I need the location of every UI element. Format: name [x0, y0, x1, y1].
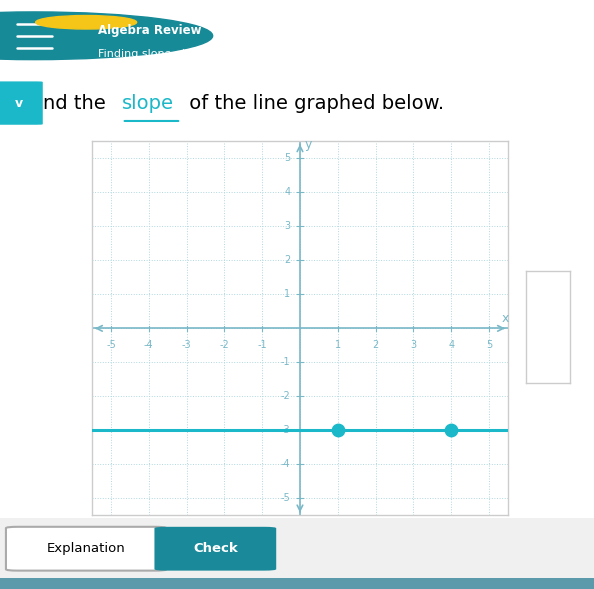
Text: 1: 1: [285, 289, 290, 299]
Text: -4: -4: [144, 340, 154, 350]
Text: v: v: [14, 97, 23, 110]
Text: x: x: [501, 312, 508, 325]
FancyBboxPatch shape: [154, 527, 276, 571]
Text: 1: 1: [334, 340, 341, 350]
Text: slope: slope: [122, 94, 174, 112]
FancyBboxPatch shape: [6, 527, 166, 571]
Text: 2: 2: [372, 340, 379, 350]
Text: -5: -5: [106, 340, 116, 350]
Text: Algebra Review: Algebra Review: [98, 24, 201, 37]
Text: -3: -3: [182, 340, 191, 350]
Text: -1: -1: [257, 340, 267, 350]
Text: 5: 5: [486, 340, 492, 350]
Text: -2: -2: [220, 340, 229, 350]
Text: 4: 4: [448, 340, 454, 350]
Text: of the line graphed below.: of the line graphed below.: [183, 94, 444, 112]
Text: Finding slope given the graph of a line on a grid: Finding slope given the graph of a line …: [98, 49, 365, 59]
Text: -2: -2: [281, 391, 290, 401]
FancyBboxPatch shape: [0, 81, 43, 125]
FancyBboxPatch shape: [0, 578, 594, 589]
Circle shape: [36, 15, 137, 29]
Text: nd the: nd the: [43, 94, 112, 112]
Text: 3: 3: [285, 221, 290, 231]
Point: [447, 426, 456, 435]
Text: 4: 4: [285, 187, 290, 197]
Text: -4: -4: [281, 459, 290, 469]
Text: 5: 5: [285, 153, 290, 163]
Text: y: y: [305, 138, 312, 151]
Text: 3: 3: [410, 340, 416, 350]
Circle shape: [0, 12, 213, 59]
Text: Check: Check: [193, 541, 238, 554]
Text: -5: -5: [281, 494, 290, 504]
Text: Explanation: Explanation: [47, 541, 125, 554]
Text: 2: 2: [285, 256, 290, 266]
FancyBboxPatch shape: [0, 518, 594, 578]
Text: -3: -3: [281, 425, 290, 435]
Point: [333, 426, 343, 435]
Text: -1: -1: [281, 358, 290, 368]
